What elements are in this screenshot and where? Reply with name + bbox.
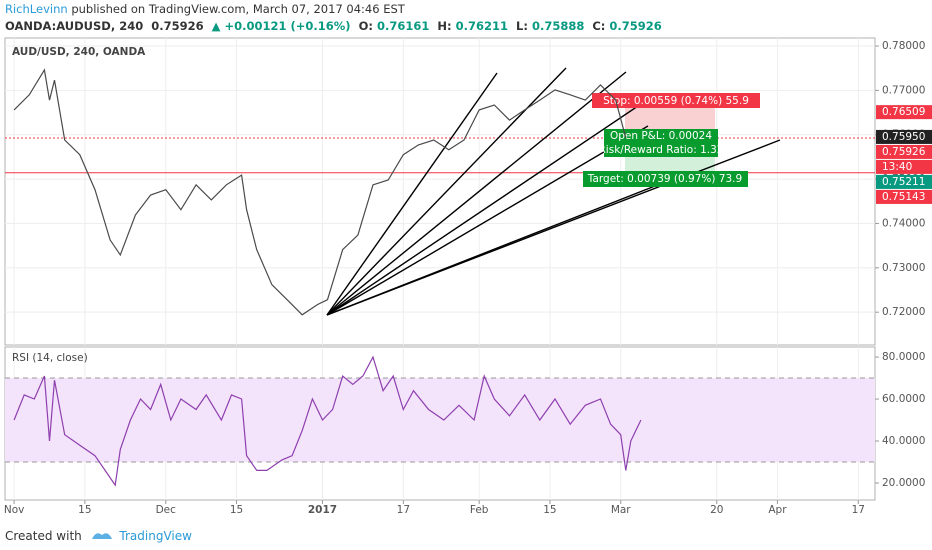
x-tick-label: 17 bbox=[852, 504, 865, 516]
x-tick-label: Feb bbox=[470, 504, 489, 516]
fan-line bbox=[326, 72, 498, 316]
fan-line bbox=[326, 125, 649, 316]
ohlc-key: C: bbox=[592, 19, 606, 33]
pane-title: AUD/USD, 240, OANDA bbox=[12, 46, 146, 58]
series-line bbox=[13, 68, 627, 316]
price-label-bg bbox=[876, 144, 932, 159]
ratio-label: Risk/Reward Ratio: 1.32 bbox=[599, 144, 724, 156]
price-label: 0.75143 bbox=[882, 191, 925, 203]
x-tick-label: Nov bbox=[4, 504, 25, 516]
created-with: Created with bbox=[5, 529, 82, 543]
symbol: OANDA:AUDUSD, 240 bbox=[5, 19, 144, 33]
ohlc-value: 0.76211 bbox=[455, 19, 508, 33]
fan-line bbox=[326, 183, 661, 316]
ohlc-key: H: bbox=[437, 19, 452, 33]
last-price: 0.75926 bbox=[151, 19, 204, 33]
y-tick-label: 0.74000 bbox=[882, 217, 925, 229]
x-tick-label: Mar bbox=[611, 504, 631, 516]
price-label-bg bbox=[876, 105, 932, 120]
symbol-line: OANDA:AUDUSD, 240 0.75926 ▲ +0.00121 (+0… bbox=[5, 19, 666, 33]
ohlc-value: 0.76161 bbox=[376, 19, 430, 33]
brand[interactable]: TradingView bbox=[119, 529, 192, 543]
target-label: Target: 0.00739 (0.97%) 73.9 bbox=[587, 173, 742, 185]
stop-label-bg bbox=[592, 93, 760, 108]
x-tick-label: 20 bbox=[710, 504, 723, 516]
price-label-bg bbox=[876, 129, 932, 144]
price-label-bg bbox=[876, 189, 932, 204]
target-label-bg bbox=[583, 171, 748, 187]
y-tick-label: 0.72000 bbox=[882, 306, 925, 318]
x-tick-label: 15 bbox=[78, 504, 91, 516]
author[interactable]: RichLevinn bbox=[5, 2, 68, 16]
price-pane bbox=[4, 37, 876, 346]
series-line bbox=[13, 355, 642, 487]
change: ▲ +0.00121 (+0.16%) bbox=[211, 19, 351, 33]
stop-label: Stop: 0.00559 (0.74%) 55.9 bbox=[603, 95, 749, 107]
pane-title: RSI (14, close) bbox=[12, 352, 88, 364]
ohlc-key: L: bbox=[516, 19, 528, 33]
price-label: 0.75950 bbox=[882, 131, 925, 143]
price-label: 13:40 bbox=[882, 161, 912, 173]
ohlc-key: O: bbox=[358, 19, 373, 33]
price-label-bg bbox=[876, 174, 932, 189]
fan-line bbox=[326, 97, 651, 316]
y-tick-label: 60.0000 bbox=[882, 393, 925, 405]
y-tick-label: 0.77000 bbox=[882, 84, 925, 96]
x-tick-label: 15 bbox=[230, 504, 243, 516]
chart: Stop: 0.00559 (0.74%) 55.9 Open P&L: 0.0… bbox=[4, 37, 932, 516]
fan-line bbox=[326, 71, 627, 316]
price-label: 0.75211 bbox=[882, 176, 925, 188]
price-label: 0.76509 bbox=[882, 106, 925, 118]
y-tick-label: 0.78000 bbox=[882, 40, 925, 52]
x-tick-label: 15 bbox=[543, 504, 556, 516]
footer: Created with TradingView bbox=[5, 526, 192, 543]
pnl-label-bg bbox=[604, 129, 718, 157]
ohlc-value: 0.75888 bbox=[531, 19, 585, 33]
pnl-label: Open P&L: 0.00024 bbox=[610, 130, 712, 142]
y-tick-label: 0.73000 bbox=[882, 262, 925, 274]
ohlc-value: 0.75926 bbox=[609, 19, 662, 33]
header-line: RichLevinn published on TradingView.com,… bbox=[5, 2, 405, 16]
x-tick-label: Apr bbox=[768, 504, 787, 516]
published: published on TradingView.com, March 07, … bbox=[71, 2, 405, 16]
x-tick-label: Dec bbox=[156, 504, 177, 516]
fan-line bbox=[326, 67, 567, 316]
x-tick-label: 2017 bbox=[308, 504, 337, 516]
logo bbox=[91, 533, 112, 539]
x-tick-label: 17 bbox=[397, 504, 410, 516]
y-tick-label: 20.0000 bbox=[882, 477, 925, 489]
y-tick-label: 80.0000 bbox=[882, 351, 925, 363]
price-label: 0.75926 bbox=[882, 146, 926, 158]
y-tick-label: 40.0000 bbox=[882, 435, 925, 447]
price-label-bg bbox=[876, 159, 932, 174]
rsi-band bbox=[5, 378, 875, 463]
